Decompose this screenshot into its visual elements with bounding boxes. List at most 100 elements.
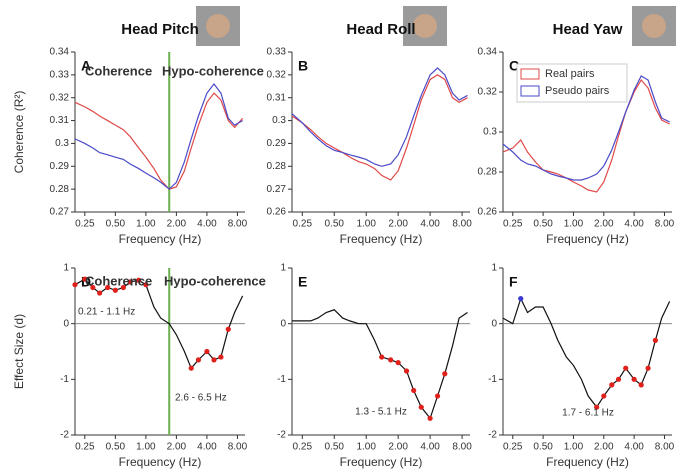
head-icon-face	[206, 14, 230, 38]
y-tick-label: -1	[488, 374, 497, 385]
x-tick-label: 8.00	[452, 442, 472, 453]
y-tick-label: -1	[60, 374, 69, 385]
x-tick-label: 1.00	[564, 442, 584, 453]
significance-marker	[434, 393, 441, 399]
significance-marker	[72, 282, 78, 288]
legend-label: Pseudo pairs	[545, 85, 610, 97]
significance-marker	[411, 387, 417, 394]
y-tick-label: -1	[277, 374, 286, 385]
significance-marker	[112, 287, 118, 293]
y-tick-label: 0.29	[50, 161, 70, 172]
significance-marker	[594, 404, 600, 410]
annotation: 0.21 - 1.1 Hz	[78, 307, 135, 318]
significance-marker	[218, 354, 224, 360]
significance-marker	[395, 360, 401, 366]
annotation: 2.6 - 6.5 Hz	[175, 393, 227, 404]
x-tick-label: 8.00	[228, 442, 248, 453]
significance-marker	[188, 365, 194, 371]
significance-marker	[623, 365, 629, 371]
significance-marker	[645, 365, 651, 371]
panel-title: Head Yaw	[553, 21, 623, 38]
x-tick-label: 0.25	[75, 219, 95, 230]
x-tick-label: 4.00	[197, 219, 217, 230]
significance-marker	[211, 357, 217, 363]
x-tick-label: 0.50	[325, 442, 345, 453]
data-line	[502, 75, 670, 181]
x-axis-label: Frequency (Hz)	[340, 455, 423, 469]
significance-marker	[631, 376, 637, 382]
annotation: Coherence	[85, 273, 152, 288]
legend-label: Real pairs	[545, 68, 595, 80]
y-tick-label: 0.31	[50, 115, 70, 126]
significance-marker	[97, 290, 103, 296]
x-tick-label: 8.00	[655, 219, 675, 230]
panel-letter: C	[509, 58, 519, 74]
data-line	[74, 83, 243, 190]
significance-marker	[518, 296, 524, 302]
x-tick-label: 1.00	[136, 442, 156, 453]
y-tick-label: 0.26	[267, 207, 287, 218]
panel-letter: E	[298, 274, 307, 290]
significance-marker	[403, 368, 410, 374]
y-tick-label: 0	[491, 318, 497, 329]
x-tick-label: 2.00	[167, 442, 187, 453]
annotation: Hypo-coherence	[162, 63, 264, 78]
y-axis-label: Effect Size (d)	[12, 314, 26, 389]
significance-marker	[204, 348, 210, 355]
x-tick-label: 8.00	[655, 442, 675, 453]
x-tick-label: 0.50	[533, 442, 553, 453]
x-tick-label: 8.00	[452, 219, 472, 230]
significance-marker	[609, 382, 615, 388]
y-tick-label: 0	[63, 318, 69, 329]
panel-letter: B	[298, 58, 308, 74]
data-line	[502, 78, 670, 193]
significance-marker	[601, 393, 607, 399]
y-tick-label: 0.31	[267, 92, 287, 103]
y-tick-label: 0.27	[267, 184, 287, 195]
y-tick-label: 0.3	[272, 115, 286, 126]
data-line	[292, 309, 468, 420]
data-line	[502, 297, 671, 409]
y-tick-label: 0.3	[483, 127, 497, 138]
x-tick-label: 0.50	[106, 219, 126, 230]
x-tick-label: 4.00	[624, 219, 644, 230]
y-tick-label: 1	[280, 263, 286, 274]
x-axis-label: Frequency (Hz)	[119, 232, 202, 246]
y-tick-label: 0.32	[267, 69, 287, 80]
x-tick-label: 0.25	[293, 219, 313, 230]
significance-marker	[615, 376, 622, 382]
y-tick-label: 0.33	[267, 47, 287, 58]
significance-marker	[638, 382, 644, 388]
panel-letter: A	[81, 58, 91, 74]
data-line	[291, 67, 468, 167]
annotation: Coherence	[85, 63, 152, 78]
x-tick-label: 2.00	[388, 219, 408, 230]
y-tick-label: 0.29	[267, 138, 287, 149]
significance-marker	[82, 276, 88, 282]
significance-marker	[379, 354, 385, 360]
annotation: Hypo-coherence	[164, 273, 266, 288]
y-tick-label: 0.26	[478, 207, 498, 218]
x-tick-label: 4.00	[420, 219, 440, 230]
y-tick-label: 1	[63, 263, 69, 274]
x-tick-label: 1.00	[356, 219, 376, 230]
x-tick-label: 2.00	[167, 219, 187, 230]
significance-marker	[127, 279, 133, 285]
annotation: 1.7 - 6.1 Hz	[562, 408, 614, 419]
significance-marker	[136, 277, 142, 283]
y-tick-label: 0	[280, 318, 286, 329]
x-tick-label: 0.50	[533, 219, 553, 230]
y-tick-label: 0.28	[50, 184, 70, 195]
y-tick-label: 0.34	[50, 47, 70, 58]
x-tick-label: 0.25	[503, 219, 523, 230]
significance-marker	[442, 371, 448, 377]
y-tick-label: -2	[60, 430, 69, 441]
x-tick-label: 2.00	[594, 442, 614, 453]
y-tick-label: -2	[277, 430, 286, 441]
x-tick-label: 0.25	[503, 442, 523, 453]
y-tick-label: 1	[491, 263, 497, 274]
y-tick-label: 0.32	[478, 87, 498, 98]
significance-marker	[90, 284, 96, 291]
x-tick-label: 2.00	[594, 219, 614, 230]
